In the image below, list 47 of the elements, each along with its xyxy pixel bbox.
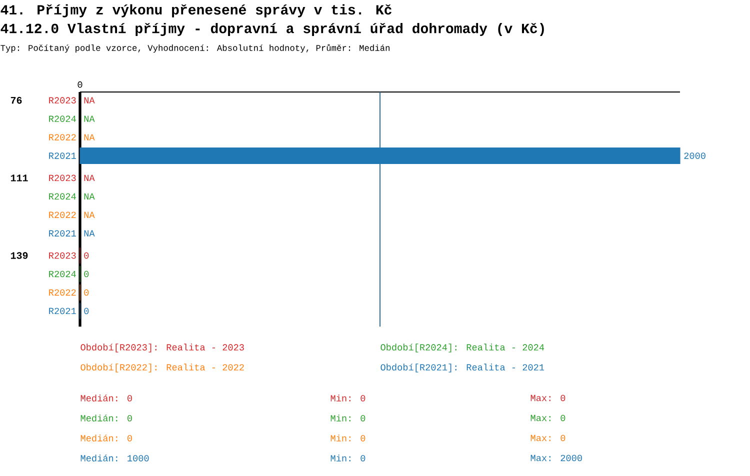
text: Medián: 0	[80, 434, 132, 442]
y-tick-label: 76	[10, 96, 22, 104]
text: Typ: Počítaný podle vzorce, Vyhodnocení: Absolutní hodnoty, Průměr: Medián	[0, 44, 390, 53]
legend-label: R2024	[49, 116, 76, 122]
text: NA	[84, 212, 95, 218]
legend-label: R2022	[49, 134, 76, 140]
text: Min: 0	[330, 434, 366, 442]
text: Období[R2023]: Realita - 2023	[80, 344, 244, 352]
text: Max: 0	[530, 434, 566, 442]
text: Max: 0	[530, 414, 566, 422]
text: R2022	[49, 289, 76, 296]
data-label: 2000	[684, 152, 706, 159]
text: NA	[84, 97, 95, 104]
text: Období[R2024]: Realita - 2024	[380, 344, 544, 352]
text: NA	[84, 230, 95, 236]
text: 0	[78, 81, 82, 88]
data-label: 0	[84, 308, 89, 314]
chart-subtitle: 41.12.0 Vlastní příjmy - dopravní a správní úřad dohromady (v Kč)	[0, 22, 544, 36]
text: Medián: 0	[80, 394, 132, 402]
text: Min: 0	[330, 454, 366, 462]
text: R2024	[49, 193, 76, 200]
text: NA	[84, 193, 95, 200]
text: NA	[84, 134, 95, 140]
text: NA	[84, 174, 95, 181]
text: R2023	[49, 174, 76, 182]
legend-label: R2023	[49, 252, 76, 259]
text: R2024	[49, 270, 76, 278]
text: Min: 0	[330, 414, 366, 422]
text: Max: 2000	[530, 454, 582, 462]
text: R2023	[49, 97, 76, 104]
text: R2021	[49, 152, 76, 159]
text: R2021	[49, 230, 76, 237]
data-label: 0	[84, 289, 89, 296]
text: Období[R2021]: Realita - 2021	[380, 364, 544, 372]
text: R2022	[49, 212, 76, 218]
data-label: 0	[84, 252, 89, 259]
text: Min: 0	[330, 394, 366, 402]
text: Max: 0	[530, 394, 566, 402]
y-tick-label: 139	[10, 252, 28, 259]
text: Medián: 1000	[80, 454, 149, 462]
text: NA	[84, 116, 95, 122]
chart-title: 41. Příjmy z výkonu přenesené správy v tis. Kč	[0, 4, 392, 18]
legend-label: R2021	[49, 308, 76, 314]
text: Období[R2022]: Realita - 2022	[80, 364, 244, 372]
y-tick-label: 111	[10, 174, 28, 182]
data-label: 0	[84, 270, 89, 278]
text: Medián: 0	[80, 414, 132, 422]
